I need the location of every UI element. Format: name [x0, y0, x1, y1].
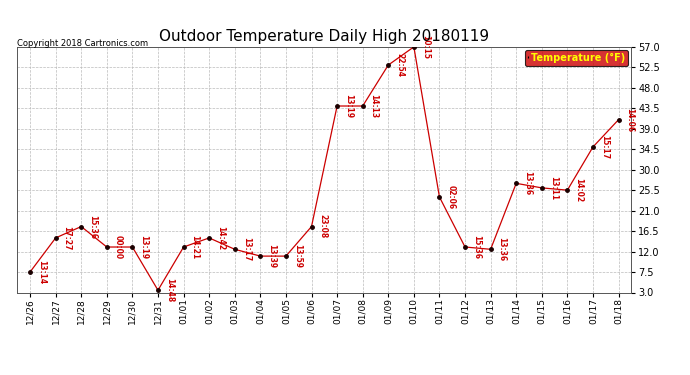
- Text: 13:36: 13:36: [497, 237, 506, 261]
- Text: 00:00: 00:00: [114, 235, 123, 259]
- Text: 13:17: 13:17: [241, 237, 250, 261]
- Text: 15:36: 15:36: [88, 214, 97, 238]
- Text: 14:42: 14:42: [216, 226, 225, 250]
- Text: 17:27: 17:27: [63, 226, 72, 250]
- Text: 14:48: 14:48: [165, 278, 174, 302]
- Text: 13:14: 13:14: [37, 260, 46, 284]
- Text: 13:19: 13:19: [139, 235, 148, 259]
- Text: 14:13: 14:13: [370, 94, 379, 118]
- Text: 13:39: 13:39: [267, 244, 276, 268]
- Text: 14:06: 14:06: [626, 108, 635, 132]
- Text: 15:36: 15:36: [472, 235, 481, 259]
- Text: 13:59: 13:59: [293, 244, 302, 268]
- Text: 02:06: 02:06: [446, 185, 455, 209]
- Text: 14:02: 14:02: [574, 178, 583, 202]
- Text: 22:54: 22:54: [395, 53, 404, 77]
- Text: 13:11: 13:11: [549, 176, 558, 200]
- Text: 15:17: 15:17: [600, 135, 609, 159]
- Text: Copyright 2018 Cartronics.com: Copyright 2018 Cartronics.com: [17, 39, 148, 48]
- Text: 23:08: 23:08: [319, 214, 328, 238]
- Title: Outdoor Temperature Daily High 20180119: Outdoor Temperature Daily High 20180119: [159, 29, 489, 44]
- Text: 14:21: 14:21: [190, 235, 199, 259]
- Legend: Temperature (°F): Temperature (°F): [525, 50, 629, 66]
- Text: 10:15: 10:15: [421, 35, 430, 59]
- Text: 13:36: 13:36: [523, 171, 532, 195]
- Text: 13:19: 13:19: [344, 94, 353, 118]
